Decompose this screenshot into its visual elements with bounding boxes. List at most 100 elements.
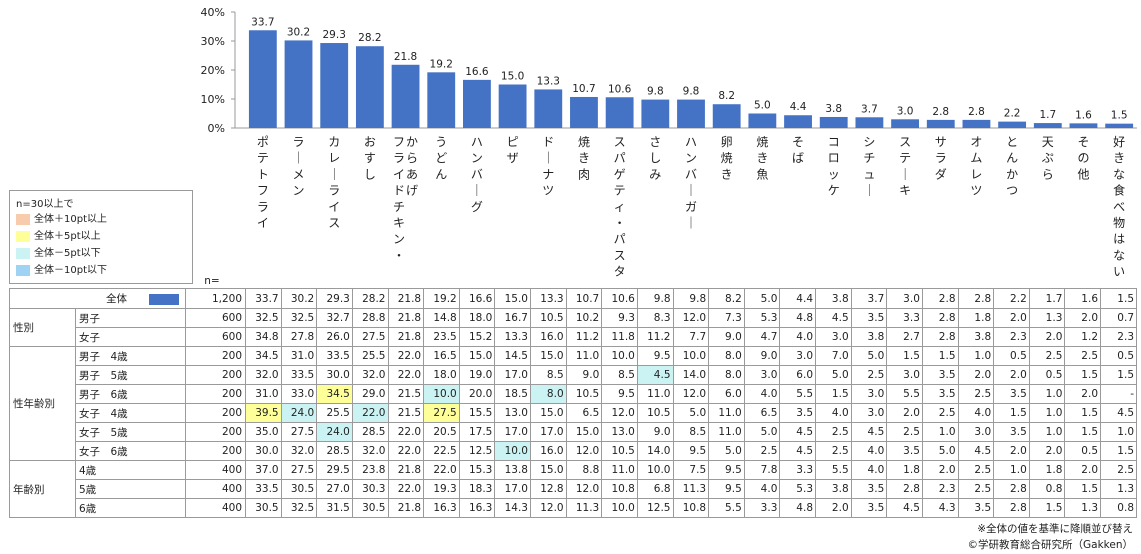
value-cell: 2.5: [743, 441, 781, 461]
bar-value-label: 10.6: [608, 83, 632, 95]
value-cell: 17.5: [458, 422, 496, 442]
bar-value-label: 19.2: [430, 58, 453, 70]
value-cell: 37.0: [245, 460, 282, 480]
value-cell: 5.5: [886, 384, 923, 404]
value-cell: 9.5: [672, 441, 710, 461]
value-cell: 39.5: [245, 403, 282, 423]
category-label-char: し: [364, 167, 376, 181]
value-cell: 2.8: [886, 479, 923, 499]
value-cell: 8.2: [708, 288, 745, 309]
category-label-char: べ: [1113, 200, 1125, 214]
value-cell: 11.0: [636, 384, 674, 404]
value-cell: 3.5: [886, 441, 923, 461]
category-label-char: ・: [393, 248, 405, 262]
bar-value-label: 16.6: [465, 66, 489, 78]
sort-note: ※全体の値を基準に降順並び替え: [977, 523, 1133, 535]
legend-item-plus10: 全体＋10pt以上: [16, 213, 107, 227]
n-cell: 600: [185, 308, 246, 328]
value-cell: 1.5: [1064, 403, 1101, 423]
legend-title: n=30以上で: [16, 199, 74, 210]
table-row: 女子 4歳 200 39.5 24.0 25.5 22.0 21.5 27.5 15.5 13.0…: [10, 403, 1137, 423]
value-cell: 1.3: [1064, 498, 1101, 518]
value-cell: 32.0: [351, 441, 389, 461]
value-cell: 27.5: [280, 460, 318, 480]
bar-value-label: 1.6: [1075, 109, 1092, 121]
category-label-char: ガ: [685, 200, 697, 214]
bar-value-label: 13.3: [537, 75, 560, 87]
value-cell: 1.5: [886, 346, 923, 366]
value-cell: 15.0: [530, 346, 567, 366]
value-cell: 2.8: [993, 479, 1030, 499]
category-label-char: き: [721, 167, 733, 181]
value-cell: 16.3: [423, 498, 460, 518]
category-label-char: ん: [435, 167, 447, 181]
value-cell: 7.5: [672, 460, 710, 480]
value-cell: 16.0: [530, 327, 567, 347]
category-label-char: の: [1077, 151, 1089, 165]
value-cell: 1.0: [957, 346, 995, 366]
value-cell: 3.0: [886, 288, 923, 309]
value-cell: 1.3: [1028, 308, 1066, 328]
bar-value-label: 9.8: [683, 86, 700, 98]
table-row: 女子 600 34.8 27.8 26.0 27.5 21.8 23.5 15.2 13.3 16.…: [10, 327, 1137, 347]
value-cell: 10.5: [565, 384, 603, 404]
value-cell: 15.0: [458, 346, 496, 366]
category-label-char: イ: [257, 216, 269, 230]
value-cell: 6.0: [708, 384, 745, 404]
category-label-char: パ: [614, 232, 626, 246]
value-cell: 11.0: [708, 422, 745, 442]
value-cell: 2.8: [957, 288, 995, 309]
value-cell: 17.0: [494, 422, 531, 442]
table-row: 性別 男子 600 32.5 32.5 32.7 28.8 21.8 14.8 18.0 16.7 1…: [9, 308, 1137, 347]
category-label-char: フ: [257, 184, 269, 198]
value-cell: 27.5: [423, 403, 460, 423]
value-cell: 8.0: [708, 365, 745, 385]
value-cell: 1.0: [1028, 422, 1066, 442]
value-cell: 2.0: [993, 441, 1030, 461]
y-tick-label: 0%: [208, 122, 225, 135]
value-cell: 2.5: [815, 422, 852, 442]
value-cell: 11.3: [565, 498, 603, 518]
bar-11: [641, 99, 670, 128]
value-cell: 21.8: [387, 498, 425, 518]
total-bar-swatch: [149, 293, 179, 305]
bar-3: [355, 46, 384, 128]
value-cell: 9.8: [636, 288, 674, 309]
value-cell: 31.0: [245, 384, 282, 404]
category-label-char: ん: [1006, 151, 1018, 165]
value-cell: 30.0: [316, 365, 353, 385]
category-label-char: シ: [863, 135, 875, 149]
category-label-char: 他: [1077, 167, 1089, 181]
copyright: ©学研教育総合研究所（Gakken）: [967, 539, 1133, 551]
value-cell: 12.0: [530, 498, 567, 518]
value-cell: 12.0: [565, 441, 603, 461]
value-cell: 24.0: [316, 422, 353, 442]
value-cell: 15.5: [458, 403, 496, 423]
value-cell: 18.0: [458, 308, 496, 328]
value-cell: 3.5: [850, 308, 888, 328]
category-label-char: ｜: [471, 184, 483, 198]
bar-value-label: 2.2: [1004, 108, 1021, 120]
value-cell: 33.0: [280, 384, 318, 404]
value-cell: 4.5: [815, 308, 852, 328]
value-cell: 9.8: [672, 288, 710, 309]
category-label-char: カ: [328, 135, 340, 149]
value-cell: 9.0: [636, 422, 674, 442]
value-cell: 29.5: [316, 460, 353, 480]
value-cell: 32.7: [316, 308, 353, 328]
bar-10: [605, 97, 634, 128]
value-cell: 2.5: [1028, 346, 1066, 366]
value-cell: 2.3: [921, 479, 959, 499]
category-label-char: お: [364, 135, 376, 149]
value-cell: 33.5: [245, 479, 282, 499]
bar-5: [427, 72, 456, 128]
category-label-char: ラ: [935, 151, 947, 165]
value-cell: 4.5: [886, 498, 923, 518]
value-cell: 1.2: [1064, 327, 1101, 347]
category-label-char: ｜: [685, 184, 697, 198]
legend: n=30以上で 全体＋10pt以上 全体＋5pt以上 全体－5pt以下 全体－1…: [9, 190, 193, 284]
group-label: 性別: [9, 308, 76, 347]
table-row: 年齢別 4歳 400 37.0 27.5 29.5 23.8 21.8 22.0 15.3 13.8…: [9, 460, 1137, 518]
value-cell: 29.0: [351, 384, 389, 404]
value-cell: 8.0: [530, 384, 567, 404]
